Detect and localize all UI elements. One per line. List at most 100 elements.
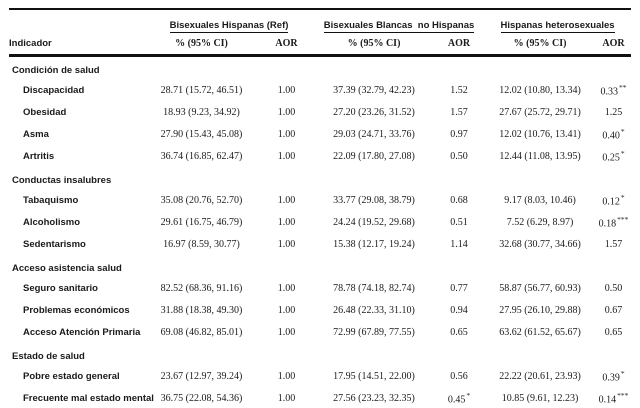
pct-ci-cell: 29.61 (16.75, 46.79) xyxy=(160,216,243,228)
aor-cell: 1.00 xyxy=(277,194,296,206)
pct-ci-cell: 10.85 (9.61, 12.23) xyxy=(501,392,579,404)
pct-ci-cell: 58.87 (56.77, 60.93) xyxy=(499,282,581,294)
aor-column-header: AOR xyxy=(596,33,632,57)
section-title: Conductas insalubres xyxy=(12,174,112,186)
pct-ci-cell: 63.62 (61.52, 65.67) xyxy=(499,326,581,338)
aor-cell: 1.00 xyxy=(277,304,296,316)
aor-cell: 1.00 xyxy=(277,370,296,382)
table-row: Frecuente mal estado mental 36.75 (22.08,… xyxy=(9,387,631,408)
row-label: Frecuente mal estado mental xyxy=(23,392,154,404)
table-row: Tabaquismo 35.08 (20.76, 52.70) 1.00 33.77 … xyxy=(9,189,631,211)
aor-cell: 1.25 xyxy=(604,106,623,118)
pct-ci-cell: 16.97 (8.59, 30.77) xyxy=(163,238,240,250)
table-row: Discapacidad 28.71 (15.72, 46.51) 1.00 37.3… xyxy=(9,79,631,101)
significance-marker: *** xyxy=(617,214,629,224)
group-header-bisexuales-hispanas: Bisexuales Hispanas (Ref) xyxy=(144,9,314,33)
row-label: Artritis xyxy=(23,150,55,162)
table-header: Bisexuales Hispanas (Ref) Bisexuales Bla… xyxy=(9,9,632,57)
pct-ci-cell: 69.08 (46.82, 85.01) xyxy=(160,326,243,338)
aor-cell: 0.39* xyxy=(602,368,625,384)
table-row: Acceso Atención Primaria 69.08 (46.82, 85… xyxy=(9,321,631,343)
row-label: Problemas económicos xyxy=(23,304,130,316)
pct-ci-cell: 15.38 (12.17, 19.24) xyxy=(333,238,415,250)
section-row: Estado de salud xyxy=(9,343,631,365)
aor-column-header: AOR xyxy=(434,33,485,57)
group-header-hispanas-heterosexuales: Hispanas heterosexuales xyxy=(484,9,631,33)
significance-marker: *** xyxy=(617,390,629,400)
aor-cell: 0.65 xyxy=(604,326,623,338)
table-row: Artritis 36.74 (16.85, 62.47) 1.00 22.09 (1… xyxy=(9,145,631,167)
pct-ci-cell: 27.90 (15.43, 45.08) xyxy=(160,128,243,140)
aor-cell: 0.65 xyxy=(450,326,468,338)
pct-ci-cell: 22.09 (17.80, 27.08) xyxy=(333,150,415,162)
aor-cell: 1.52 xyxy=(450,84,468,96)
aor-column-header: AOR xyxy=(259,33,315,57)
section-row: Acceso asistencia salud xyxy=(9,255,631,277)
group-label: Bisexuales Blancas no Hispanas xyxy=(323,20,475,33)
pct-ci-cell: 78.78 (74.18, 82.74) xyxy=(333,282,415,294)
pct-ci-cell: 33.77 (29.08, 38.79) xyxy=(333,194,415,206)
significance-marker: * xyxy=(466,390,471,400)
row-label: Tabaquismo xyxy=(23,194,79,206)
sub-header-row: Indicador % (95% CI) AOR % (95% CI) AOR … xyxy=(9,33,632,57)
pct-ci-cell: 9.17 (8.03, 10.46) xyxy=(504,194,576,206)
aor-cell: 0.33** xyxy=(600,82,627,98)
aor-cell: 1.00 xyxy=(277,84,296,96)
pct-ci-cell: 32.68 (30.77, 34.66) xyxy=(499,238,581,250)
pct-ci-cell: 22.22 (20.61, 23.93) xyxy=(499,370,581,382)
pct-ci-cell: 35.08 (20.76, 52.70) xyxy=(160,194,243,206)
group-header-spacer xyxy=(9,9,144,33)
row-label: Seguro sanitario xyxy=(23,282,98,294)
significance-marker: * xyxy=(620,126,625,136)
aor-cell: 0.77 xyxy=(450,282,468,294)
aor-cell: 0.68 xyxy=(450,194,468,206)
pct-ci-cell: 36.75 (22.08, 54.36) xyxy=(160,392,243,404)
pct-ci-cell: 27.56 (23.23, 32.35) xyxy=(333,392,415,404)
table-row: Alcoholismo 29.61 (16.75, 46.79) 1.00 24.24… xyxy=(9,211,631,233)
pct-ci-column-header: % (95% CI) xyxy=(484,33,597,57)
aor-cell: 1.57 xyxy=(450,106,468,118)
table-row: Problemas económicos 31.88 (18.38, 49.30)… xyxy=(9,299,631,321)
section-row: Condición de salud xyxy=(9,56,631,80)
pct-ci-cell: 37.39 (32.79, 42.23) xyxy=(333,84,415,96)
aor-cell: 1.00 xyxy=(277,326,296,338)
aor-cell: 0.56 xyxy=(450,370,468,382)
aor-cell: 1.00 xyxy=(277,128,296,140)
aor-cell: 1.00 xyxy=(277,150,296,162)
table-row: Asma 27.90 (15.43, 45.08) 1.00 29.03 (24.71… xyxy=(9,123,631,145)
pct-ci-cell: 23.67 (12.97, 39.24) xyxy=(160,370,243,382)
aor-cell: 1.57 xyxy=(604,238,623,250)
pct-ci-cell: 12.02 (10.76, 13.41) xyxy=(499,128,581,140)
aor-cell: 0.18*** xyxy=(598,214,629,230)
aor-cell: 0.45* xyxy=(447,390,471,406)
group-label: Hispanas heterosexuales xyxy=(500,20,615,33)
aor-cell: 1.00 xyxy=(277,282,296,294)
aor-cell: 0.12* xyxy=(602,192,625,208)
significance-marker: * xyxy=(620,192,625,202)
row-label: Discapacidad xyxy=(23,84,85,96)
table-row: Sedentarismo 16.97 (8.59, 30.77) 1.00 15.38… xyxy=(9,233,631,255)
significance-marker: * xyxy=(620,148,625,158)
pct-ci-cell: 26.48 (22.33, 31.10) xyxy=(333,304,415,316)
section-title: Estado de salud xyxy=(12,350,85,362)
table-body: Condición de salud Discapacidad 28.71 (15.… xyxy=(9,56,631,408)
aor-cell: 0.97 xyxy=(450,128,468,140)
pct-ci-cell: 82.52 (68.36, 91.16) xyxy=(160,282,243,294)
row-label: Alcoholismo xyxy=(23,216,81,228)
pct-ci-cell: 17.95 (14.51, 22.00) xyxy=(333,370,415,382)
section-title: Acceso asistencia salud xyxy=(12,262,122,274)
row-label: Asma xyxy=(23,128,49,140)
table-row: Seguro sanitario 82.52 (68.36, 91.16) 1.00… xyxy=(9,277,631,299)
aor-cell: 1.00 xyxy=(277,216,296,228)
row-label: Obesidad xyxy=(23,106,67,118)
pct-ci-cell: 12.44 (11.08, 13.95) xyxy=(499,150,581,162)
aor-cell: 0.14*** xyxy=(598,390,629,406)
aor-cell: 0.51 xyxy=(450,216,468,228)
pct-ci-cell: 31.88 (18.38, 49.30) xyxy=(160,304,243,316)
aor-cell: 0.25* xyxy=(602,148,625,164)
aor-cell: 1.00 xyxy=(277,392,296,404)
statistics-table: Bisexuales Hispanas (Ref) Bisexuales Bla… xyxy=(9,8,632,408)
table-row: Pobre estado general 23.67 (12.97, 39.24)… xyxy=(9,365,631,387)
aor-cell: 0.50 xyxy=(450,150,468,162)
